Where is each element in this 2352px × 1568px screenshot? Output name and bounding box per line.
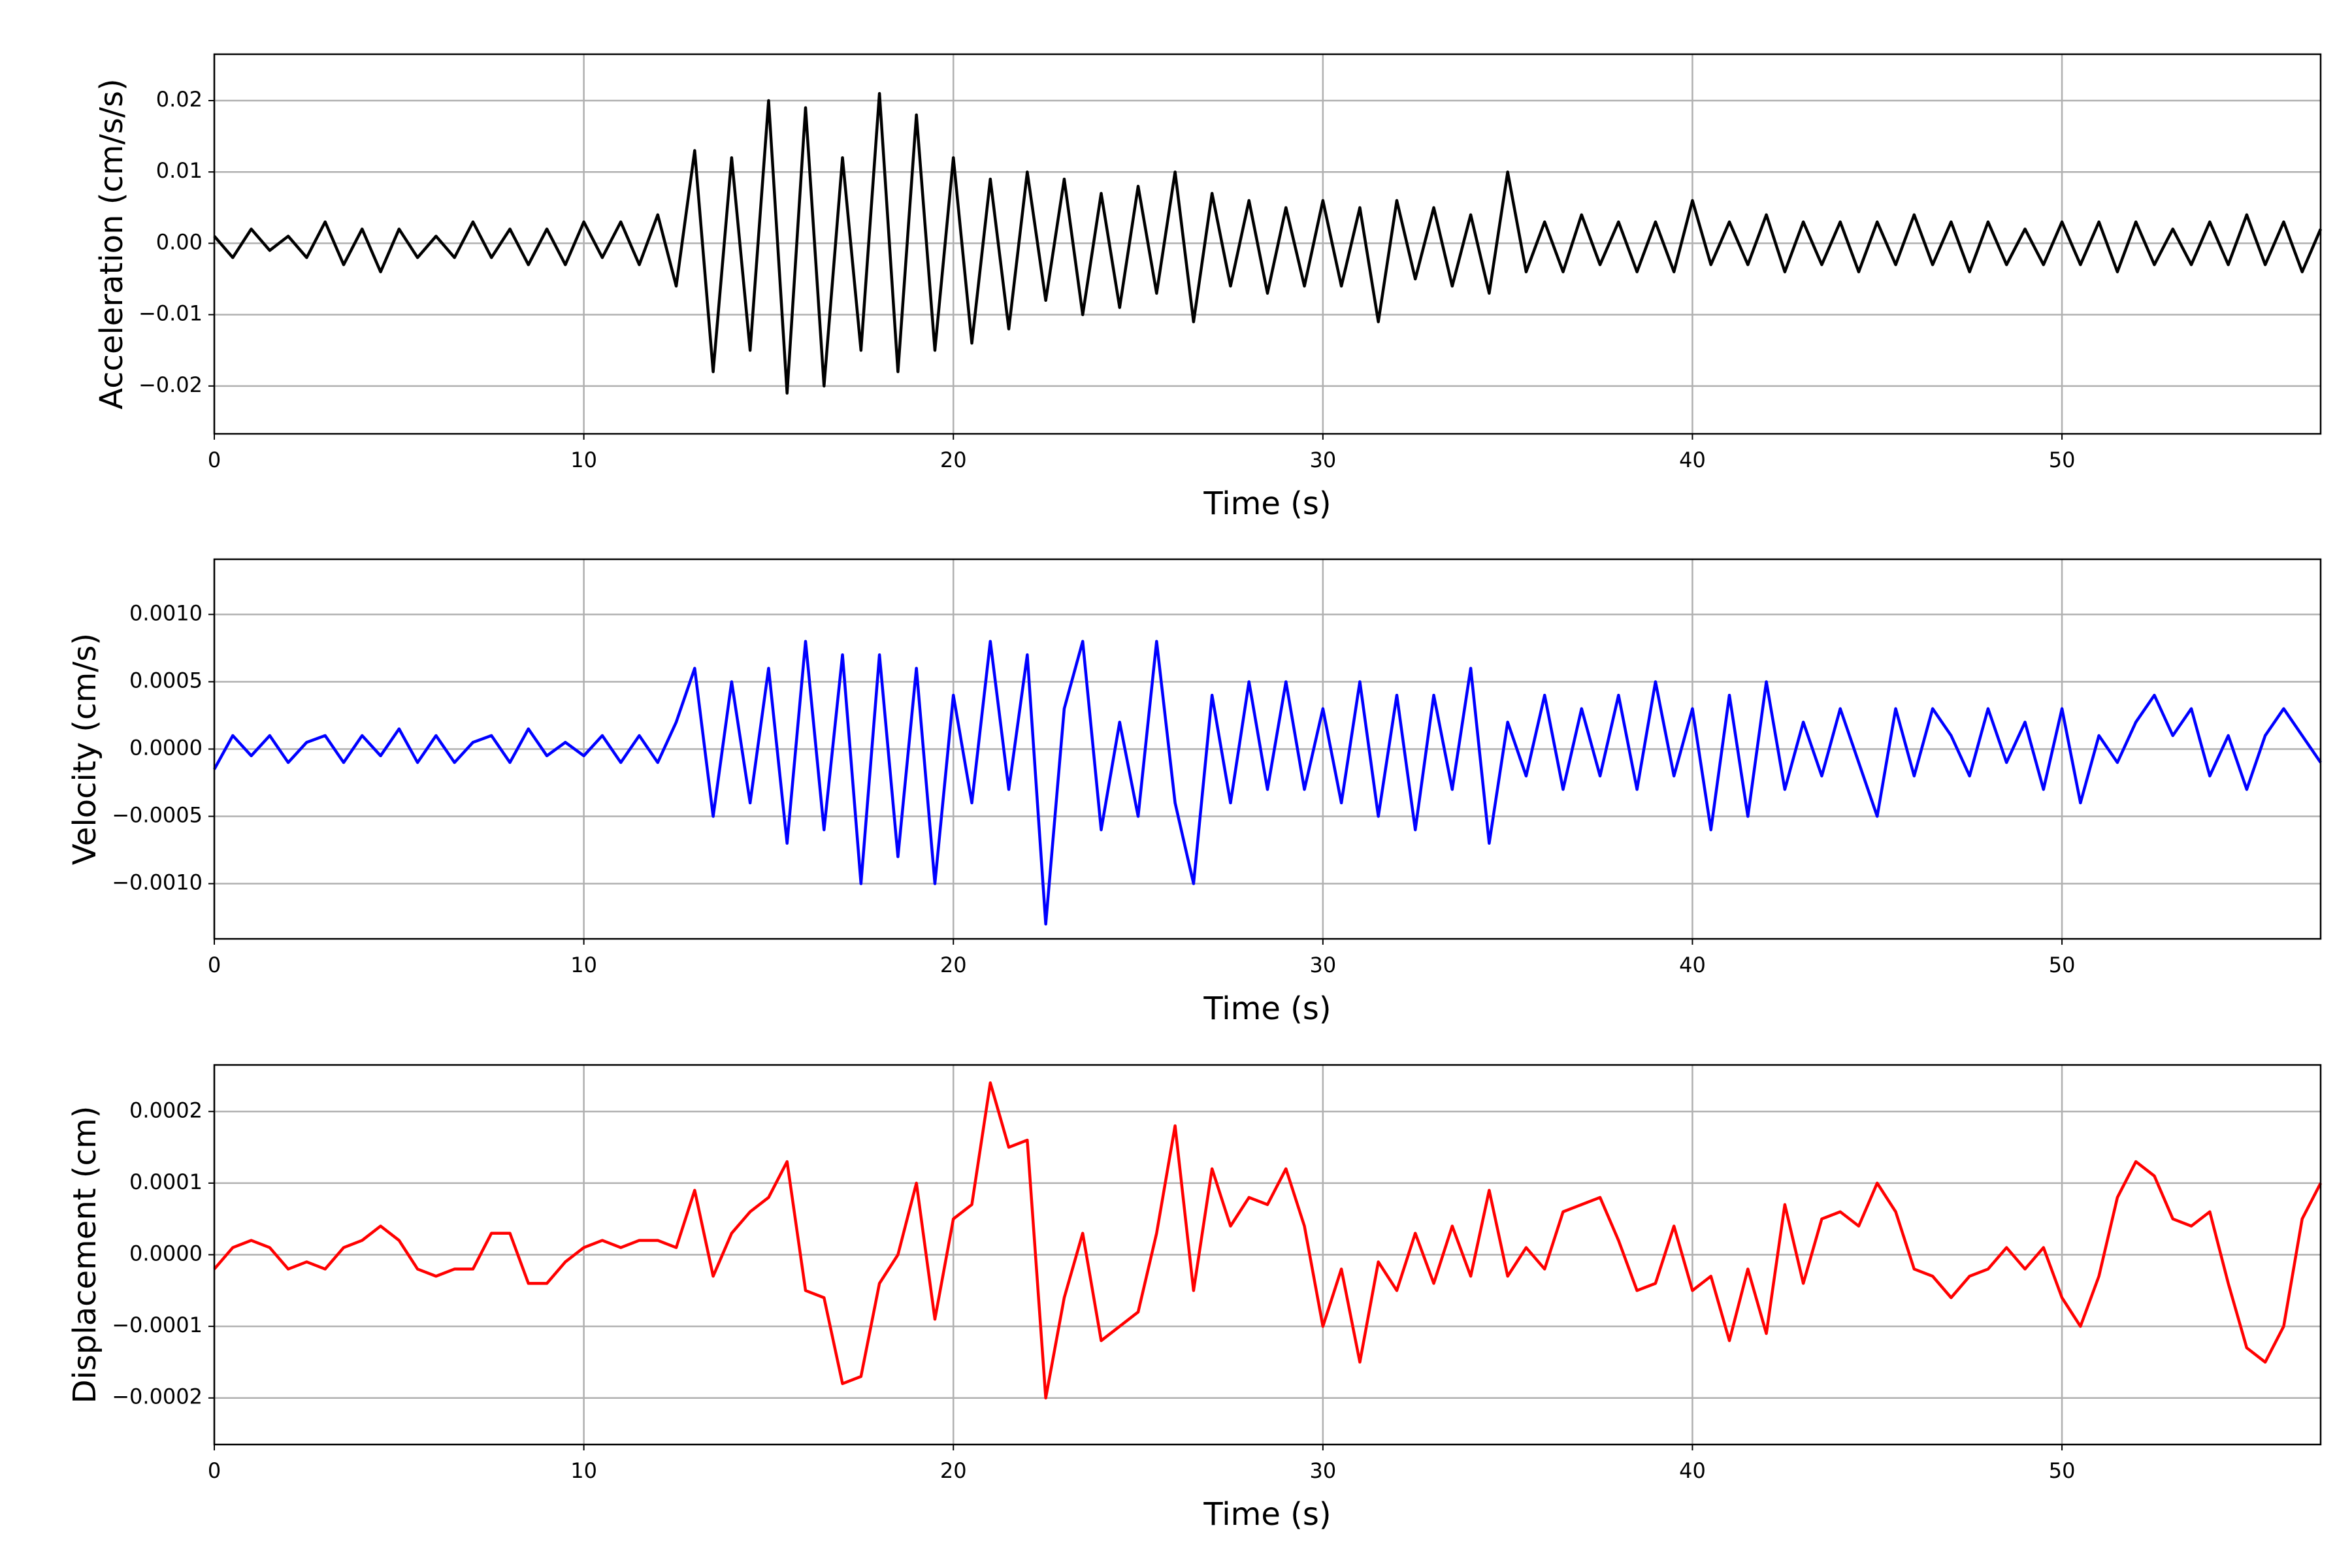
y-tick-label: 0.02 xyxy=(156,87,203,112)
x-tick-label: 20 xyxy=(940,1458,967,1483)
y-tick-label: −0.0002 xyxy=(112,1384,203,1409)
y-tick-label: 0.00 xyxy=(156,229,203,254)
y-tick-label: −0.0005 xyxy=(112,803,203,828)
data-line xyxy=(213,91,2323,395)
y-tick-label: 0.0002 xyxy=(129,1098,203,1122)
x-tick-label: 40 xyxy=(1679,953,1706,977)
x-tick-label: 30 xyxy=(1309,1458,1336,1483)
plot-frame xyxy=(213,1064,2322,1446)
x-tick-label: 0 xyxy=(208,953,221,977)
panel: 0 10 20 30 40 50 −0.0010 −0.0005 0.0000 0.0005 0.0… xyxy=(67,558,2322,1027)
y-tick-label: −0.0010 xyxy=(112,870,203,895)
x-axis-label: Time (s) xyxy=(1203,485,1331,522)
x-tick-label: 40 xyxy=(1679,1458,1706,1483)
y-axis-label: Velocity (cm/s) xyxy=(67,633,103,865)
y-tick-label: 0.01 xyxy=(156,158,203,183)
x-tick-label: 50 xyxy=(2049,1458,2076,1483)
y-tick-label: 0.0010 xyxy=(129,600,203,625)
y-tick-label: 0.0000 xyxy=(129,736,203,760)
panel: 0 10 20 30 40 50 −0.02 −0.01 0.00 0.01 0.02 Time (s… xyxy=(93,53,2323,522)
y-tick-label: −0.0001 xyxy=(112,1313,203,1337)
plot-frame xyxy=(213,558,2322,940)
x-tick-label: 50 xyxy=(2049,953,2076,977)
x-tick-label: 50 xyxy=(2049,448,2076,472)
x-tick-label: 40 xyxy=(1679,448,1706,472)
x-tick-label: 10 xyxy=(570,953,597,977)
y-axis-label: Displacement (cm) xyxy=(67,1106,103,1404)
x-tick-label: 20 xyxy=(940,448,967,472)
y-tick-label: 0.0005 xyxy=(129,668,203,693)
y-tick-label: 0.0001 xyxy=(129,1169,203,1194)
y-tick-label: −0.01 xyxy=(139,301,203,326)
panel: 0 10 20 30 40 50 −0.0002 −0.0001 0.0000 0.0001 0.0… xyxy=(67,1064,2322,1533)
y-axis-label: Acceleration (cm/s/s) xyxy=(93,78,130,409)
y-tick-label: −0.02 xyxy=(139,372,203,397)
x-axis-label: Time (s) xyxy=(1203,990,1331,1027)
x-tick-label: 20 xyxy=(940,953,967,977)
data-line xyxy=(213,1081,2322,1399)
data-line xyxy=(213,640,2322,926)
x-tick-label: 10 xyxy=(570,1458,597,1483)
x-tick-label: 0 xyxy=(208,448,221,472)
x-tick-label: 10 xyxy=(570,448,597,472)
plot-frame xyxy=(213,53,2322,435)
x-tick-label: 0 xyxy=(208,1458,221,1483)
x-tick-label: 30 xyxy=(1309,953,1336,977)
x-axis-label: Time (s) xyxy=(1203,1496,1331,1533)
x-tick-label: 30 xyxy=(1309,448,1336,472)
y-tick-label: 0.0000 xyxy=(129,1241,203,1266)
